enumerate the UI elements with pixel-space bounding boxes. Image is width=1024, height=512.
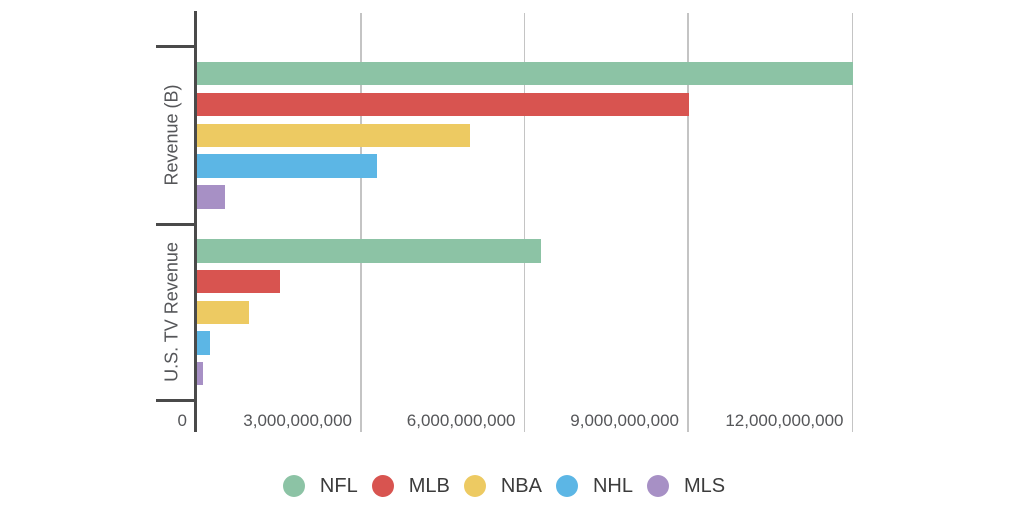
legend-item-mlb[interactable]: MLB <box>371 474 450 498</box>
x-tick-label: 0 <box>177 411 187 430</box>
legend-item-nba[interactable]: NBA <box>463 474 542 498</box>
category-label: U.S. TV Revenue <box>161 242 182 383</box>
axis-tick <box>156 222 194 226</box>
legend-label: MLS <box>683 474 726 497</box>
gridline <box>523 13 526 432</box>
legend-item-mls[interactable]: MLS <box>646 474 726 498</box>
legend: NFL MLB NBA NHL MLS <box>0 472 1016 500</box>
legend-item-nhl[interactable]: NHL <box>555 474 633 498</box>
gridline <box>360 13 362 432</box>
legend-label: NHL <box>592 474 633 497</box>
legend-marker-nba <box>463 475 486 497</box>
legend-item-nfl[interactable]: NFL <box>282 474 358 498</box>
legend-marker-mlb <box>371 475 394 497</box>
legend-marker-nhl <box>555 475 578 497</box>
bar-mlb-revenue[interactable] <box>197 92 689 117</box>
legend-marker-nfl <box>282 475 305 497</box>
legend-marker-mls <box>646 475 669 497</box>
x-tick-label: 6,000,000,000 <box>406 411 516 430</box>
x-tick-label: 9,000,000,000 <box>570 411 679 430</box>
legend-label: NBA <box>500 474 542 497</box>
legend-label: MLB <box>408 474 450 497</box>
bar-nfl-revenue[interactable] <box>197 61 853 86</box>
x-tick-label: 3,000,000,000 <box>243 411 352 430</box>
category-label: Revenue (B) <box>161 84 182 186</box>
gridline <box>851 13 854 432</box>
y-axis-line <box>194 11 197 432</box>
bar-nfl-tv-revenue[interactable] <box>197 239 542 263</box>
bar-mlb-tv-revenue[interactable] <box>197 269 281 294</box>
bar-mls-revenue[interactable] <box>197 185 225 209</box>
axis-tick <box>156 399 194 402</box>
bar-mls-tv-revenue[interactable] <box>197 361 204 386</box>
x-tick-label: 12,000,000,000 <box>725 411 844 430</box>
bar-nba-tv-revenue[interactable] <box>197 300 250 324</box>
bar-nhl-revenue[interactable] <box>197 154 378 178</box>
legend-label: NFL <box>319 474 358 497</box>
bar-nhl-tv-revenue[interactable] <box>197 331 210 355</box>
gridline <box>687 13 689 432</box>
axis-tick <box>156 45 194 48</box>
bar-nba-revenue[interactable] <box>197 123 471 147</box>
